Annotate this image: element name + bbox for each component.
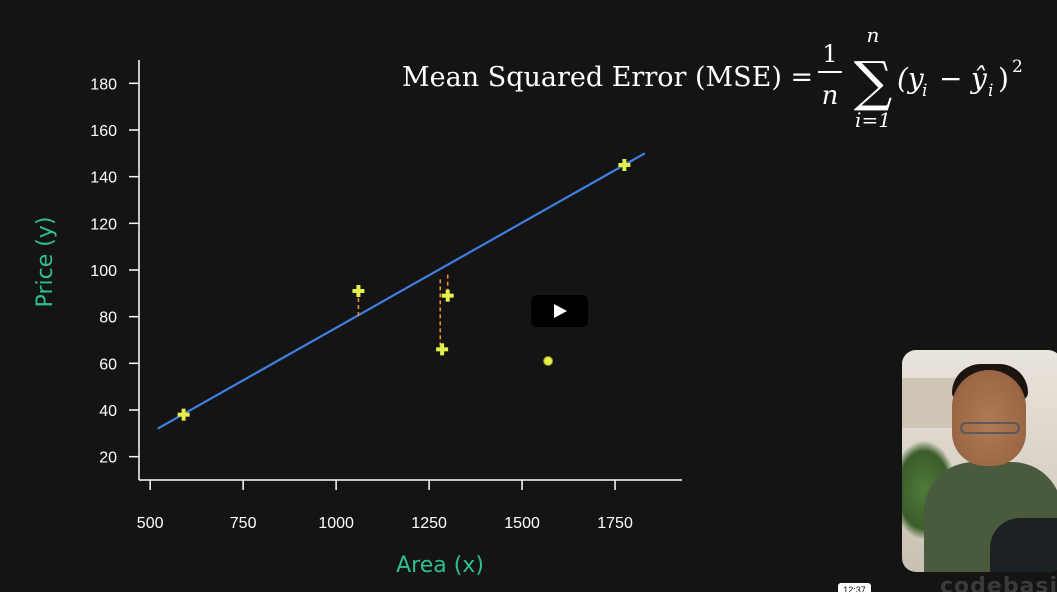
- data-point: [441, 289, 454, 302]
- presenter-head: [952, 370, 1026, 466]
- y-tick-label: 180: [90, 76, 117, 93]
- regression-line: [157, 152, 646, 430]
- data-point: [436, 343, 449, 356]
- data-point-vbar: [445, 289, 450, 302]
- y-tick-label: 100: [90, 263, 117, 280]
- x-tick-label: 1000: [318, 515, 354, 532]
- formula-yhat-sub: i: [988, 81, 993, 101]
- watermark-logo: codebasics: [940, 574, 1057, 592]
- presenter-glasses: [960, 422, 1020, 434]
- x-axis-title: Area (x): [396, 553, 484, 578]
- y-tick-label: 60: [99, 356, 117, 373]
- formula-sum-lower: i=1: [855, 108, 891, 132]
- y-tick-label: 120: [90, 216, 117, 233]
- x-tick-label: 1750: [597, 515, 633, 532]
- data-point: [177, 408, 190, 421]
- y-tick-label: 140: [90, 170, 117, 187]
- axes-layer: [138, 60, 682, 481]
- ticks-layer: 500 750 1000 1250 1500 1750 20 40 60 80 100 120 140 1…: [90, 76, 633, 532]
- points-layer: [177, 159, 631, 421]
- y-tick-label: 160: [90, 123, 117, 140]
- play-icon: [554, 304, 567, 318]
- play-button[interactable]: [531, 295, 588, 327]
- data-point-dot: [543, 356, 554, 366]
- formula-sum-symbol: ∑: [854, 50, 893, 113]
- formula-term-sub: i: [922, 81, 927, 101]
- formula-close-paren: ): [998, 62, 1009, 95]
- presenter-chair: [990, 518, 1057, 572]
- y-tick-label: 40: [99, 403, 117, 420]
- x-tick-label: 500: [137, 515, 164, 532]
- formula-fraction-numerator: 1: [822, 40, 837, 68]
- data-point: [618, 159, 631, 171]
- formula-lhs: Mean Squared Error (MSE) =: [402, 62, 813, 93]
- formula-fraction-denominator: n: [822, 81, 839, 111]
- y-tick-label: 80: [99, 310, 117, 327]
- residual-layer: [357, 274, 449, 350]
- mse-formula: Mean Squared Error (MSE) = 1 n n ∑ i=1 (…: [402, 23, 1023, 132]
- x-tick-label: 1500: [504, 515, 540, 532]
- y-tick-label: 20: [99, 450, 117, 467]
- data-point-vbar: [181, 408, 186, 421]
- presenter-webcam: [902, 350, 1057, 572]
- y-axis-title: Price (y): [33, 217, 58, 308]
- formula-sum-upper: n: [867, 23, 880, 47]
- formula-term-open: (y: [897, 62, 925, 95]
- formula-minus: −: [939, 62, 962, 95]
- data-point-vbar: [622, 159, 627, 171]
- timestamp-badge: 12:37: [838, 583, 871, 592]
- x-tick-label: 1250: [411, 515, 447, 532]
- data-point: [352, 285, 365, 297]
- data-point-vbar: [440, 343, 445, 356]
- formula-exponent: 2: [1012, 57, 1023, 77]
- x-tick-label: 750: [230, 515, 257, 532]
- formula-yhat: ŷ: [969, 62, 988, 95]
- fit-line-layer: [157, 152, 646, 430]
- data-point-vbar: [356, 285, 361, 297]
